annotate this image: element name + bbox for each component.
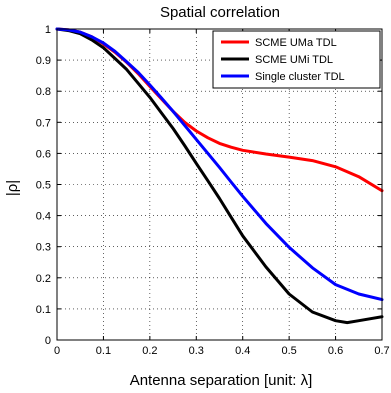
x-tick-label: 0.4	[235, 345, 250, 357]
legend-label-scme-umi-tdl: SCME UMi TDL	[255, 54, 333, 66]
legend: SCME UMa TDL SCME UMi TDL Single cluster T…	[212, 30, 381, 89]
series-layer	[55, 27, 384, 325]
series-line-scme-umi-tdl	[55, 27, 384, 325]
x-tick-label: 0.2	[142, 345, 157, 357]
y-axis-label: |ρ|	[4, 180, 21, 196]
legend-label-single-cluster-tdl: Single cluster TDL	[255, 71, 345, 83]
y-tick-label: 1	[45, 24, 51, 36]
x-tick-label: 0.1	[96, 345, 111, 357]
y-tick-label: 0.4	[36, 211, 51, 223]
y-tick-label: 0.2	[36, 273, 51, 285]
x-tick-label: 0.7	[374, 345, 389, 357]
y-tick-label: 0.1	[36, 304, 51, 316]
chart-title: Spatial correlation	[160, 4, 280, 21]
x-tick-label: 0.5	[281, 345, 296, 357]
axis-ticks: 0 0.1 0.2 0.3 0.4 0.5 0.6 0.7 0 0.1 0.2 0.3 0.4 0.5 0.…	[36, 24, 390, 357]
y-tick-label: 0.7	[36, 117, 51, 129]
legend-label-scme-uma-tdl: SCME UMa TDL	[255, 37, 337, 49]
y-tick-label: 0.6	[36, 148, 51, 160]
y-tick-label: 0.8	[36, 86, 51, 98]
y-tick-label: 0.3	[36, 242, 51, 254]
series-line-single-cluster-tdl	[55, 27, 384, 302]
x-tick-label: 0.3	[189, 345, 204, 357]
y-tick-label: 0.9	[36, 55, 51, 67]
y-tick-label: 0.5	[36, 180, 51, 192]
x-axis-label: Antenna separation [unit: λ]	[130, 372, 313, 389]
y-tick-label: 0	[45, 335, 51, 347]
x-tick-label: 0	[54, 345, 60, 357]
x-tick-label: 0.6	[328, 345, 343, 357]
